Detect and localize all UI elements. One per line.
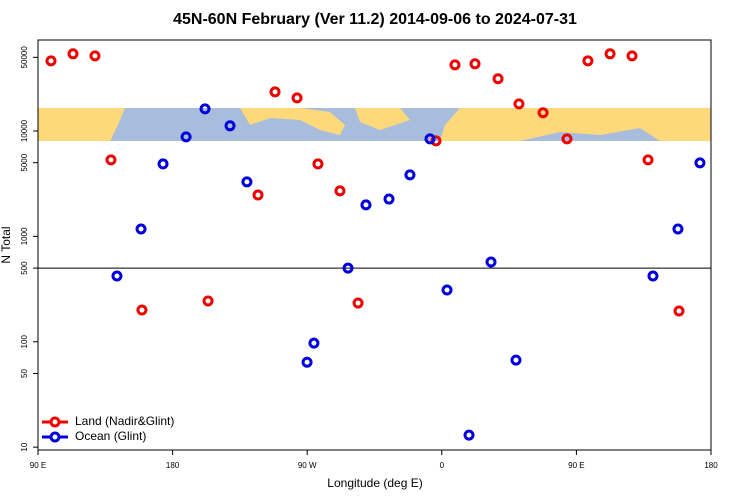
y-tick-label: 10 (20, 442, 29, 451)
point (360, 199, 372, 211)
point (441, 284, 453, 296)
point (269, 86, 281, 98)
x-tick-label: 180 (166, 461, 180, 470)
point (135, 223, 147, 235)
point (136, 304, 148, 316)
y-tick-label: 10000 (20, 119, 29, 142)
y-tick-label: 5000 (20, 153, 29, 171)
point (537, 107, 549, 119)
point (383, 193, 395, 205)
point (582, 55, 594, 67)
x-tick-label: 90 E (568, 461, 584, 470)
point (199, 103, 211, 115)
point (308, 337, 320, 349)
legend-marker (49, 416, 61, 428)
point (672, 223, 684, 235)
point (89, 50, 101, 62)
point (463, 429, 475, 441)
point (626, 50, 638, 62)
y-tick-label: 50 (20, 369, 29, 378)
point (312, 158, 324, 170)
point (252, 189, 264, 201)
point (352, 297, 364, 309)
point (510, 354, 522, 366)
point (449, 59, 461, 71)
plot-frame (37, 39, 712, 451)
point (469, 58, 481, 70)
y-axis-label: N Total (0, 226, 13, 263)
point (673, 305, 685, 317)
map-band (38, 108, 711, 141)
point (291, 92, 303, 104)
chart-title: 45N-60N February (Ver 11.2) 2014-09-06 t… (173, 11, 577, 28)
point (67, 48, 79, 60)
y-tick-label: 100 (20, 335, 29, 349)
legend-label: Ocean (Glint) (75, 429, 146, 443)
point (202, 295, 214, 307)
y-tick-label: 50000 (20, 46, 29, 69)
point (301, 356, 313, 368)
x-tick-label: 90 E (30, 461, 46, 470)
x-tick-label: 180 (704, 461, 718, 470)
legend-marker (49, 431, 61, 443)
point (694, 157, 706, 169)
y-tick-label: 500 (20, 261, 29, 275)
point (642, 154, 654, 166)
point (334, 185, 346, 197)
x-tick-label: 0 (440, 461, 445, 470)
point (45, 55, 57, 67)
point (424, 133, 436, 145)
point (404, 169, 416, 181)
point (105, 154, 117, 166)
point (604, 48, 616, 60)
point (561, 133, 573, 145)
point (492, 73, 504, 85)
point (157, 158, 169, 170)
y-tick-label: 1000 (20, 227, 29, 245)
point (485, 256, 497, 268)
x-axis-label: Longitude (deg E) (327, 476, 422, 490)
x-tick-label: 90 W (298, 461, 317, 470)
point (513, 98, 525, 110)
point (224, 120, 236, 132)
point (647, 270, 659, 282)
point (342, 262, 354, 274)
point (180, 131, 192, 143)
legend-label: Land (Nadir&Glint) (75, 414, 174, 428)
point (111, 270, 123, 282)
point (241, 176, 253, 188)
